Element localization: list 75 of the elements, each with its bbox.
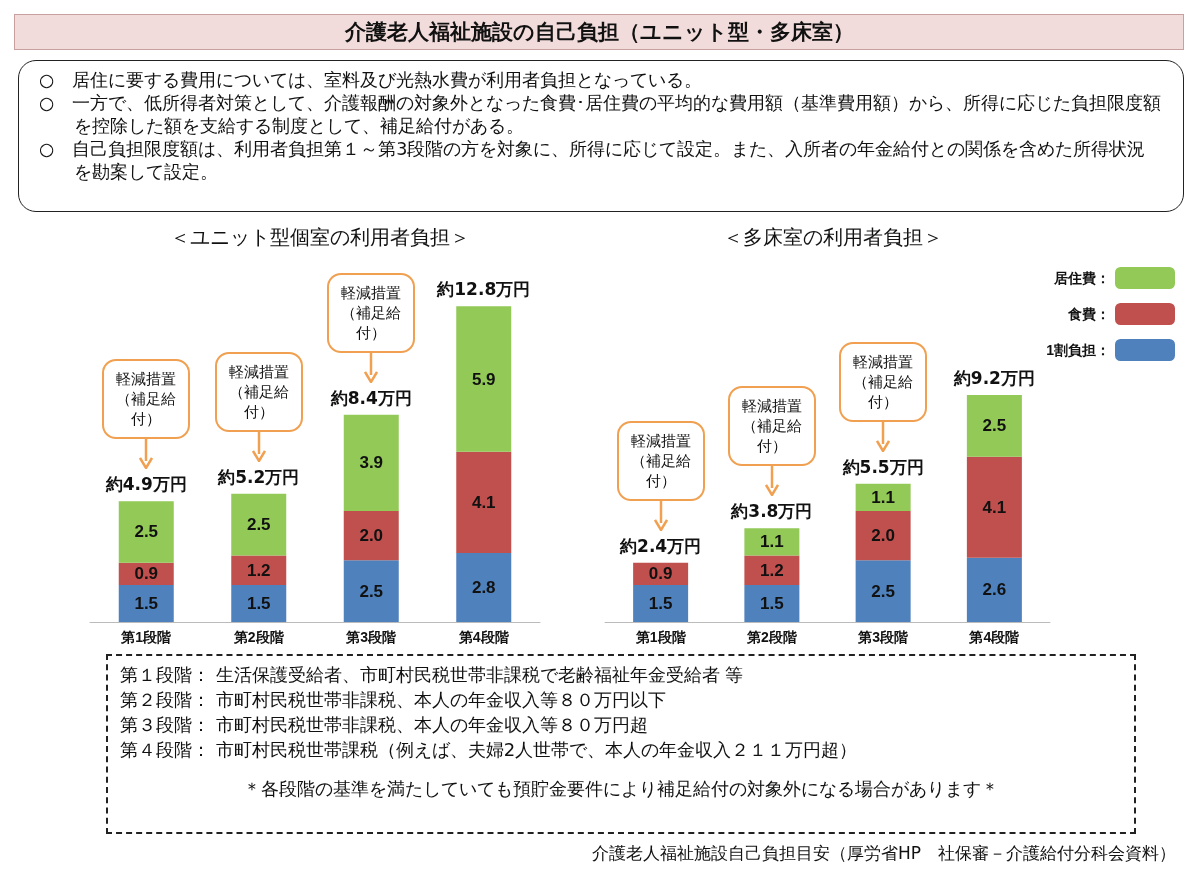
callout-box: 軽減措置（補足給付） <box>727 386 816 467</box>
chart-title: ＜多床室の利用者負担＞ <box>722 226 943 248</box>
x-tick-label: 第4段階 <box>457 629 510 645</box>
callout-box: 軽減措置（補足給付） <box>616 420 705 501</box>
legend-label: 1割負担： <box>1046 342 1110 358</box>
bar <box>343 414 399 511</box>
data-label: 1.1 <box>871 487 895 507</box>
bar <box>118 501 174 563</box>
data-label: 2.5 <box>982 416 1007 436</box>
data-label: 1.5 <box>246 594 271 613</box>
data-label: 0.9 <box>648 564 673 584</box>
bar <box>343 560 399 622</box>
data-label: 2.0 <box>871 526 895 546</box>
bar <box>456 552 512 622</box>
callout-box: 軽減措置（補足給付） <box>839 341 928 422</box>
total-label: 約5.2万円 <box>218 465 300 489</box>
data-label: 3.9 <box>359 453 384 473</box>
legend-label: 居住費： <box>1053 270 1110 286</box>
total-label: 約9.2万円 <box>953 367 1035 391</box>
x-tick-label: 第2段階 <box>745 629 798 645</box>
note-box: 第１段階： 生活保護受給者、市町村民税世帯非課税で老齢福祉年金受給者 等 第２段階： 市町村民税世帯非課税、本人の年金収入等８０万円以下 第３段階： 市町村民税世帯非課税、本人の年金収入等８０万円超 第４段階： 市町村民税世帯課税（例えば、夫婦2人世帯で、本人の年金収入２１１万円超） ＊各段階の基準を満たしていても預貯金要件により補足給付の対象外になる場合があります＊ <box>106 654 1136 834</box>
data-label: 2.8 <box>471 577 496 597</box>
data-label: 1.2 <box>760 560 784 580</box>
bar <box>456 451 512 553</box>
data-label: 2.0 <box>359 526 384 546</box>
legend-label: 食費： <box>1067 306 1110 322</box>
x-tick-label: 第3段階 <box>345 629 398 645</box>
data-label: 2.5 <box>871 581 895 601</box>
callout-box: 軽減措置（補足給付） <box>214 351 303 432</box>
data-label: 1.2 <box>246 560 271 580</box>
data-label: 4.1 <box>471 492 496 512</box>
callout-box: 軽減措置（補足給付） <box>102 359 191 440</box>
data-label: 1.1 <box>760 532 784 552</box>
data-label: 1.5 <box>760 594 784 613</box>
bar <box>966 395 1022 457</box>
total-label: 約3.8万円 <box>731 500 813 524</box>
data-label: 2.6 <box>982 580 1007 600</box>
x-tick-label: 第3段階 <box>857 629 910 645</box>
bar <box>855 560 911 622</box>
bar <box>231 493 287 556</box>
chart-title: ＜ユニット型個室の利用者負担＞ <box>170 226 470 248</box>
data-label: 4.1 <box>982 497 1007 517</box>
callout-box: 軽減措置（補足給付） <box>327 272 416 353</box>
bar <box>744 555 800 585</box>
data-label: 2.5 <box>134 522 159 542</box>
x-tick-label: 第1段階 <box>120 629 173 645</box>
bar <box>966 456 1022 558</box>
data-label: 1.5 <box>134 594 159 613</box>
bar <box>744 528 800 556</box>
bar <box>456 306 512 452</box>
total-label: 約12.8万円 <box>437 278 531 302</box>
bar <box>633 585 689 622</box>
text: 介護老人福祉施設自己負担目安（厚労省HP 社保審－介護給付分科会資料） <box>591 842 1176 865</box>
note-box: ○ 居住に要する費用については、室料及び光熱水費が利用者負担となっている。 ○ 一方で、低所得者対策として、介護報酬の対象外となった食費･居住費の平均的な費用額（基準費用額）から、所得に応じた負担限度額を控除した額を支給する制度として、補足給付がある。 ○ 自己負担限度額は、利用者負担第１～第3段階の方を対象に、所得に応じて設定。また、入所者の年金給付との関係を含めた所得状況を勘案して設定。 <box>18 60 1184 212</box>
text: 介護老人福祉施設の自己負担（ユニット型・多床室） <box>14 14 1184 50</box>
bar <box>343 511 399 561</box>
bar <box>118 585 174 622</box>
bar <box>231 585 287 622</box>
data-label: 2.5 <box>246 515 271 535</box>
data-label: 2.5 <box>359 581 384 601</box>
data-label: 1.5 <box>648 594 673 613</box>
total-label: 約2.4万円 <box>620 534 702 558</box>
total-label: 約8.4万円 <box>330 386 412 410</box>
data-label: 0.9 <box>134 564 159 584</box>
x-tick-label: 第4段階 <box>968 629 1021 645</box>
bar <box>855 511 911 561</box>
total-label: 約4.9万円 <box>105 473 187 497</box>
data-label: 5.9 <box>471 369 496 389</box>
bar <box>231 555 287 585</box>
bar <box>855 483 911 511</box>
total-label: 約5.5万円 <box>842 455 924 479</box>
x-tick-label: 第2段階 <box>232 629 285 645</box>
x-tick-label: 第1段階 <box>634 629 687 645</box>
bar <box>966 557 1022 622</box>
bar <box>744 585 800 622</box>
